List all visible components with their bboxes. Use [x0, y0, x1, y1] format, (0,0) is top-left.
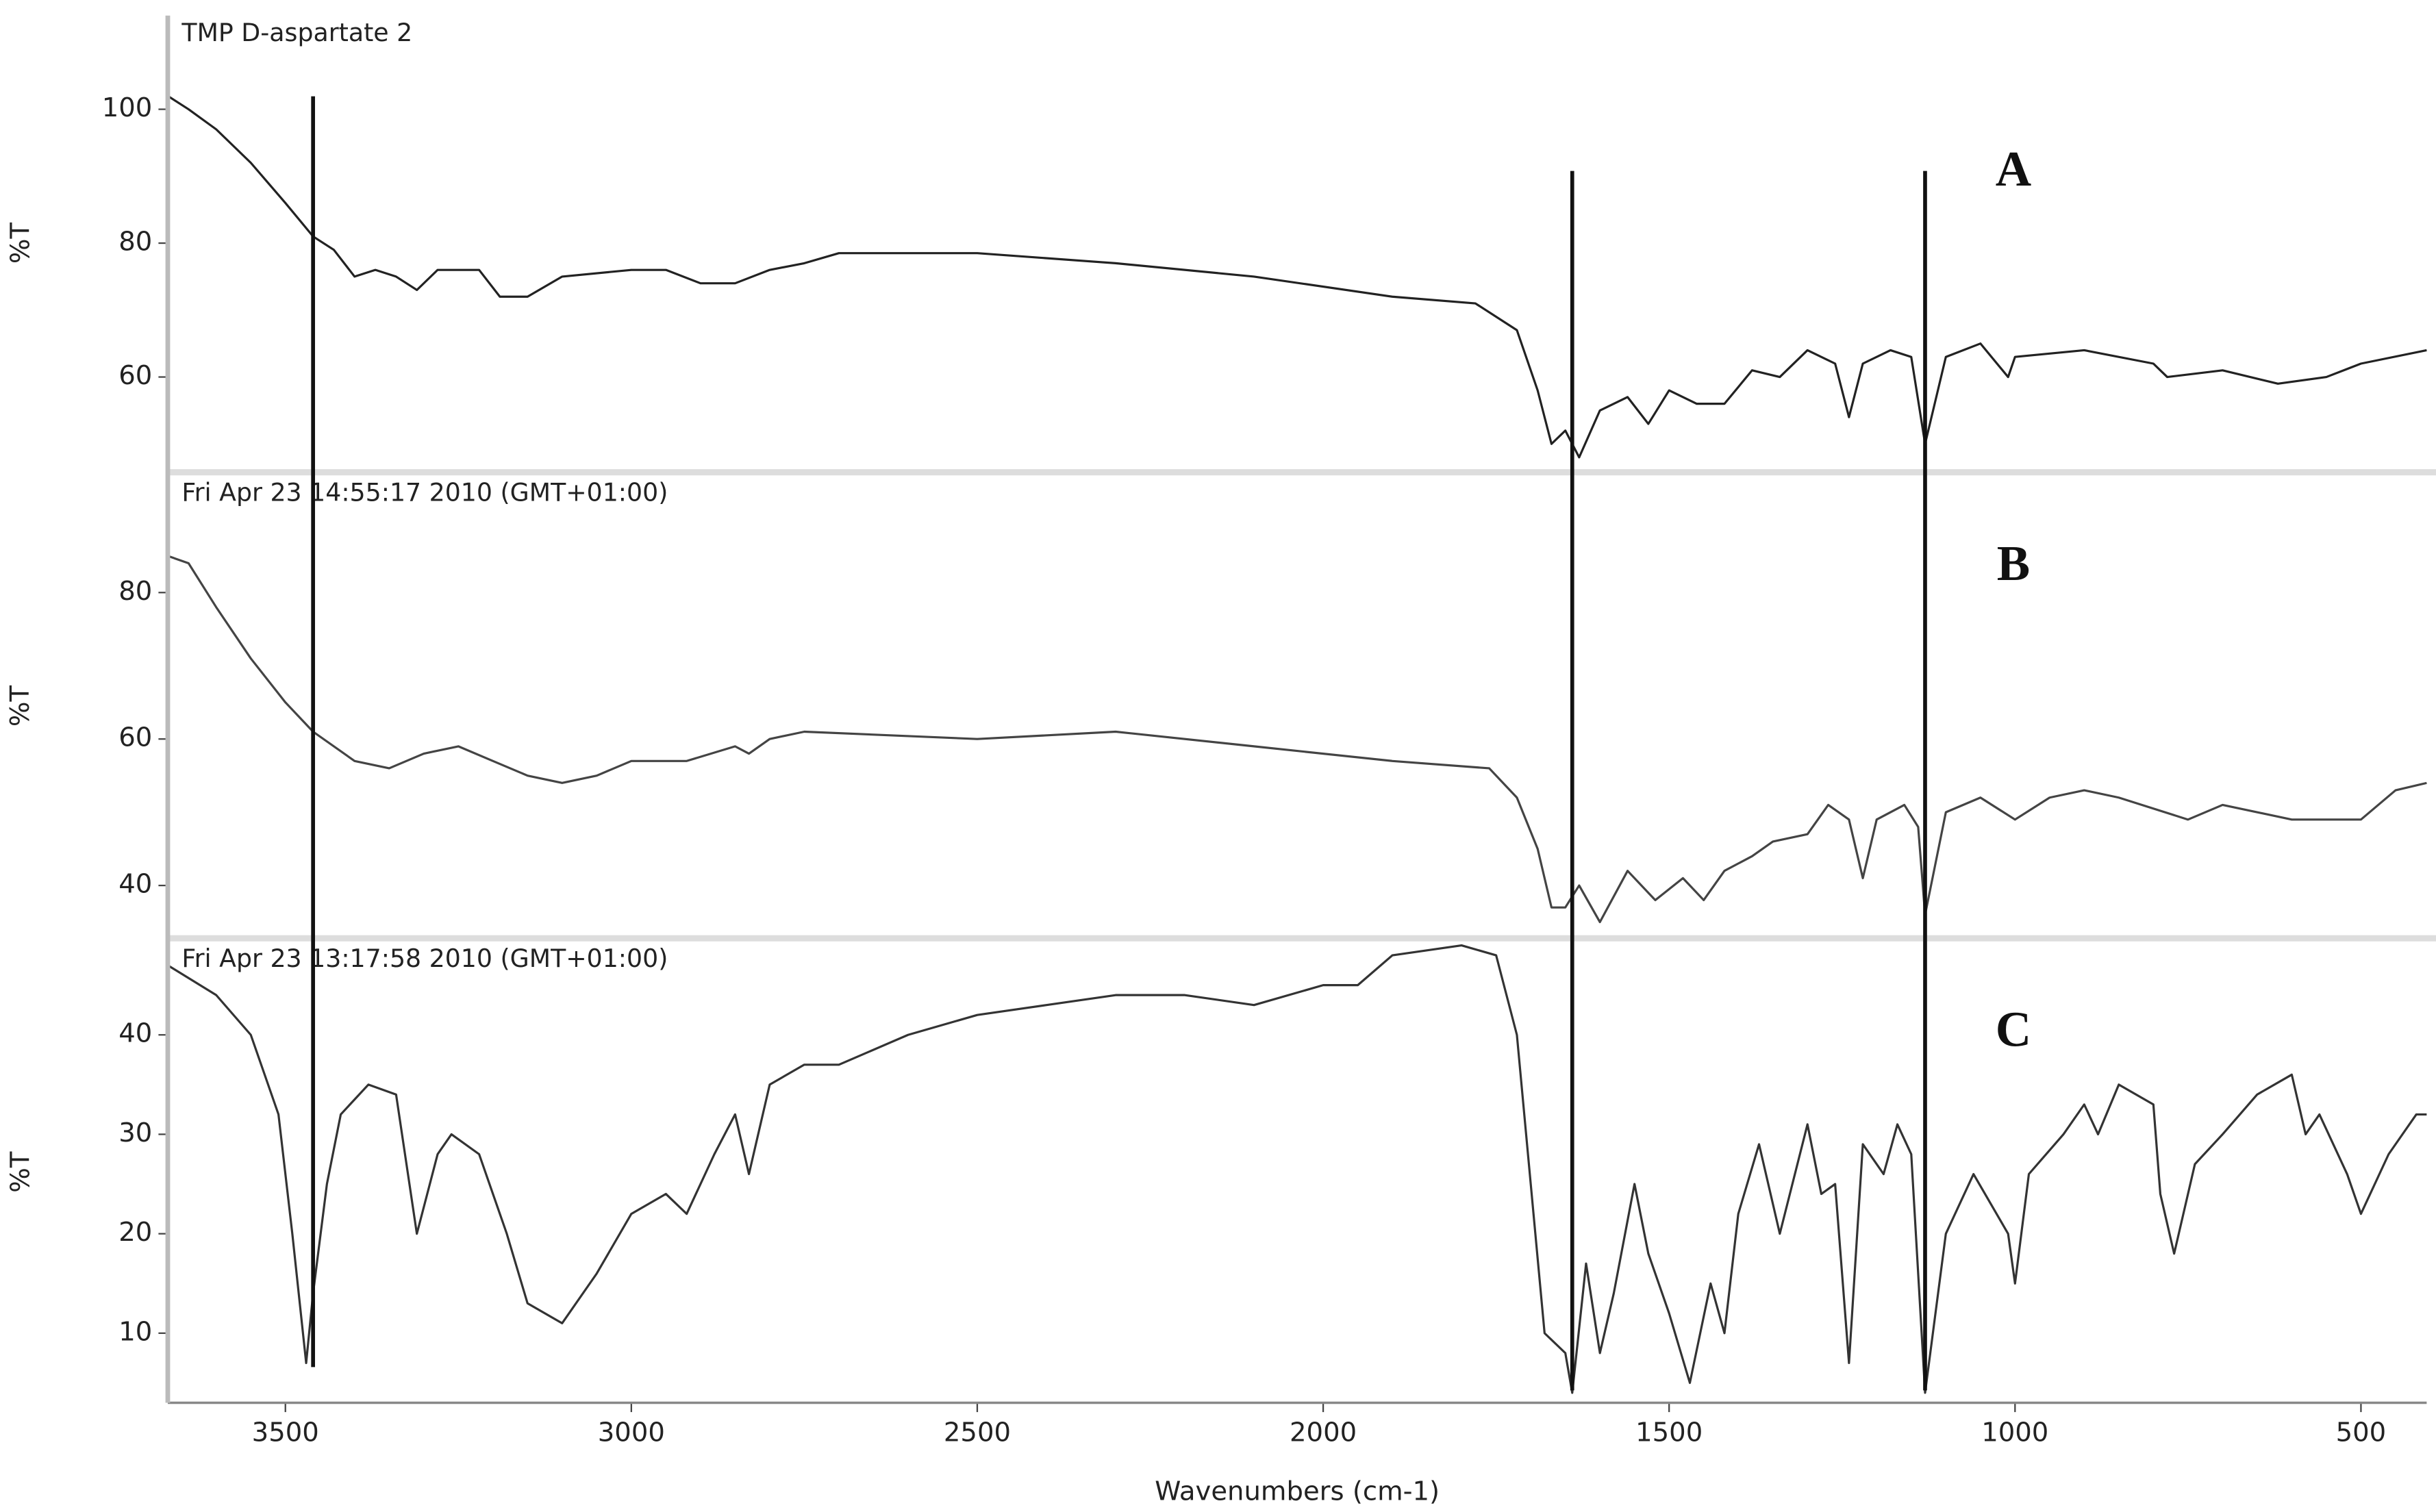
y-tick-label: 80	[118, 576, 152, 607]
x-tick-label: 3000	[598, 1417, 665, 1448]
panel-annotation: C	[1996, 1002, 2031, 1057]
y-tick-label: 60	[118, 722, 152, 753]
spectrum-line	[167, 94, 2427, 459]
x-axis-label: Wavenumbers (cm-1)	[1155, 1476, 1440, 1507]
y-tick-label: 60	[118, 360, 152, 391]
x-tick-label: 1500	[1635, 1417, 1703, 1448]
y-tick-label: 80	[118, 227, 152, 257]
panel-title: Fri Apr 23 13:17:58 2010 (GMT+01:00)	[181, 944, 668, 973]
spectrum-line	[167, 944, 2427, 1394]
x-tick-label: 3500	[252, 1417, 319, 1448]
y-tick-label: 20	[118, 1217, 152, 1248]
y-axis-label: %T	[5, 1151, 36, 1193]
panel-annotation: A	[1996, 141, 2031, 197]
panel-annotation: B	[1997, 536, 2030, 591]
panel-title: TMP D-aspartate 2	[181, 18, 412, 47]
x-tick-label: 2000	[1290, 1417, 1357, 1448]
y-tick-label: 10	[118, 1316, 152, 1347]
y-axis-label: %T	[5, 685, 36, 727]
panel-title: Fri Apr 23 14:55:17 2010 (GMT+01:00)	[181, 477, 668, 507]
y-axis-label: %T	[5, 223, 36, 264]
y-tick-label: 100	[102, 92, 153, 123]
y-tick-label: 30	[118, 1118, 152, 1148]
panel-separator	[167, 935, 2436, 942]
y-tick-label: 40	[118, 869, 152, 900]
x-tick-label: 1000	[1981, 1417, 2048, 1448]
x-tick-label: 500	[2336, 1417, 2387, 1448]
panel-separator	[167, 469, 2436, 476]
x-tick-label: 2500	[944, 1417, 1011, 1448]
y-tick-label: 40	[118, 1018, 152, 1049]
